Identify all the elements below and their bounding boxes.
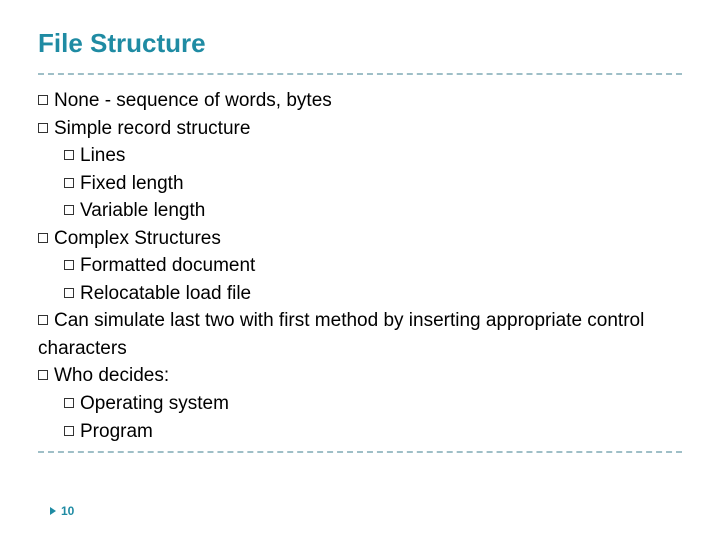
- list-item: Fixed length: [38, 170, 682, 198]
- square-bullet-icon: [64, 288, 74, 298]
- square-bullet-icon: [64, 178, 74, 188]
- square-bullet-icon: [38, 233, 48, 243]
- list-item-text: Lines: [80, 145, 125, 166]
- list-item-text: Program: [80, 421, 153, 442]
- list-item: None - sequence of words, bytes: [38, 87, 682, 115]
- footer: 10: [50, 504, 74, 518]
- arrow-right-icon: [50, 507, 56, 515]
- list-item-text: Operating system: [80, 393, 229, 414]
- square-bullet-icon: [38, 123, 48, 133]
- list-item: Complex Structures: [38, 225, 682, 253]
- square-bullet-icon: [64, 398, 74, 408]
- list-item: Simple record structure: [38, 115, 682, 143]
- divider-top: [38, 73, 682, 75]
- square-bullet-icon: [38, 95, 48, 105]
- list-item: Lines: [38, 142, 682, 170]
- list-item-text: Who decides:: [54, 365, 169, 386]
- square-bullet-icon: [64, 150, 74, 160]
- square-bullet-icon: [64, 205, 74, 215]
- list-item: Can simulate last two with first method …: [38, 307, 682, 362]
- list-item-text: Simple record structure: [54, 118, 250, 139]
- list-item-text: Variable length: [80, 200, 205, 221]
- list-item-text: Formatted document: [80, 255, 255, 276]
- square-bullet-icon: [64, 426, 74, 436]
- list-item: Program: [38, 418, 682, 446]
- list-item: Variable length: [38, 197, 682, 225]
- list-item: Relocatable load file: [38, 280, 682, 308]
- square-bullet-icon: [64, 260, 74, 270]
- slide-title: File Structure: [38, 28, 682, 59]
- content-body: None - sequence of words, bytes Simple r…: [38, 87, 682, 445]
- list-item-text: Complex Structures: [54, 228, 221, 249]
- divider-bottom: [38, 451, 682, 453]
- slide: File Structure None - sequence of words,…: [0, 0, 720, 540]
- list-item-text: Can simulate last two with first method …: [38, 310, 644, 359]
- list-item: Who decides:: [38, 362, 682, 390]
- square-bullet-icon: [38, 370, 48, 380]
- list-item: Operating system: [38, 390, 682, 418]
- list-item: Formatted document: [38, 252, 682, 280]
- list-item-text: Fixed length: [80, 173, 184, 194]
- page-number: 10: [61, 504, 74, 518]
- list-item-text: None - sequence of words, bytes: [54, 90, 332, 111]
- square-bullet-icon: [38, 315, 48, 325]
- list-item-text: Relocatable load file: [80, 283, 251, 304]
